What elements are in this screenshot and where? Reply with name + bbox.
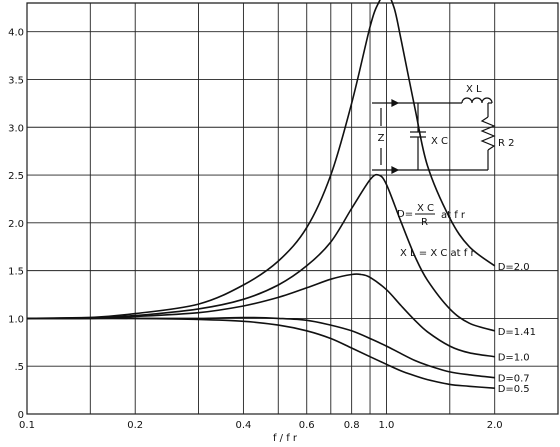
series-line (27, 317, 495, 389)
x-axis-ticks: 0.1 0.2 0.4 0.6 0.8 1.0 2.0 (19, 420, 503, 431)
y-axis-ticks: 0 .5 1.0 1.5 2.0 2.5 3.0 3.5 4.0 (8, 28, 24, 421)
circuit-diagram (372, 97, 496, 174)
x-tick-label: 2.0 (487, 420, 503, 431)
y-tick-label: 4.0 (8, 28, 24, 39)
d-formula-numerator: X C (417, 203, 434, 214)
resistor-zigzag (480, 116, 496, 151)
grid-layer (26, 2, 559, 415)
x-tick-label: 0.8 (344, 420, 360, 431)
d-formula-prefix: D= (397, 209, 413, 220)
x-tick-label: 0.4 (235, 420, 251, 431)
curve-end-labels: D=2.0 D=1.41 D=1.0 D=0.7D=0.5 (498, 262, 536, 395)
series-line (26, 0, 496, 320)
x-tick-label: 0.1 (19, 420, 35, 431)
d-formula-suffix: at f r (441, 210, 466, 221)
circuit-inductor-label: X L (466, 84, 482, 95)
series-end-label: D=2.0 (498, 262, 530, 273)
x-tick-label: 0.6 (299, 420, 315, 431)
x-axis-label: f / f r (273, 433, 298, 444)
y-tick-label: 3.0 (8, 123, 24, 134)
inductor-coil (461, 97, 493, 104)
circuit-capacitor-label: X C (431, 136, 448, 147)
series-end-label: D=1.0 (498, 353, 530, 364)
x-tick-label: 1.0 (379, 420, 395, 431)
y-tick-label: 3.5 (8, 75, 24, 86)
circuit-resistor-label: R 2 (498, 138, 515, 149)
xl-formula: X L = X C at f r (400, 248, 475, 259)
series-line (26, 273, 495, 358)
series-end-label: D=1.41 (498, 327, 536, 338)
terminal-bottom-arrow (391, 166, 400, 174)
y-tick-label: .5 (14, 362, 24, 373)
series-end-label: D=0.7 (498, 374, 530, 385)
y-tick-label: 2.0 (8, 219, 24, 230)
y-tick-label: 0 (18, 410, 24, 421)
y-tick-label: 2.5 (8, 171, 24, 182)
series-line (27, 316, 495, 379)
y-tick-label: 1.5 (8, 267, 24, 278)
series-line (26, 173, 495, 332)
curves (26, 0, 496, 389)
plot-frame (26, 2, 559, 415)
series-end-label: D=0.5 (498, 384, 530, 395)
circuit-z-label: Z (378, 133, 385, 144)
terminal-top-arrow (391, 99, 400, 107)
x-tick-label: 0.2 (127, 420, 143, 431)
d-formula-denominator: R (421, 217, 428, 228)
y-tick-label: 1.0 (8, 314, 24, 325)
